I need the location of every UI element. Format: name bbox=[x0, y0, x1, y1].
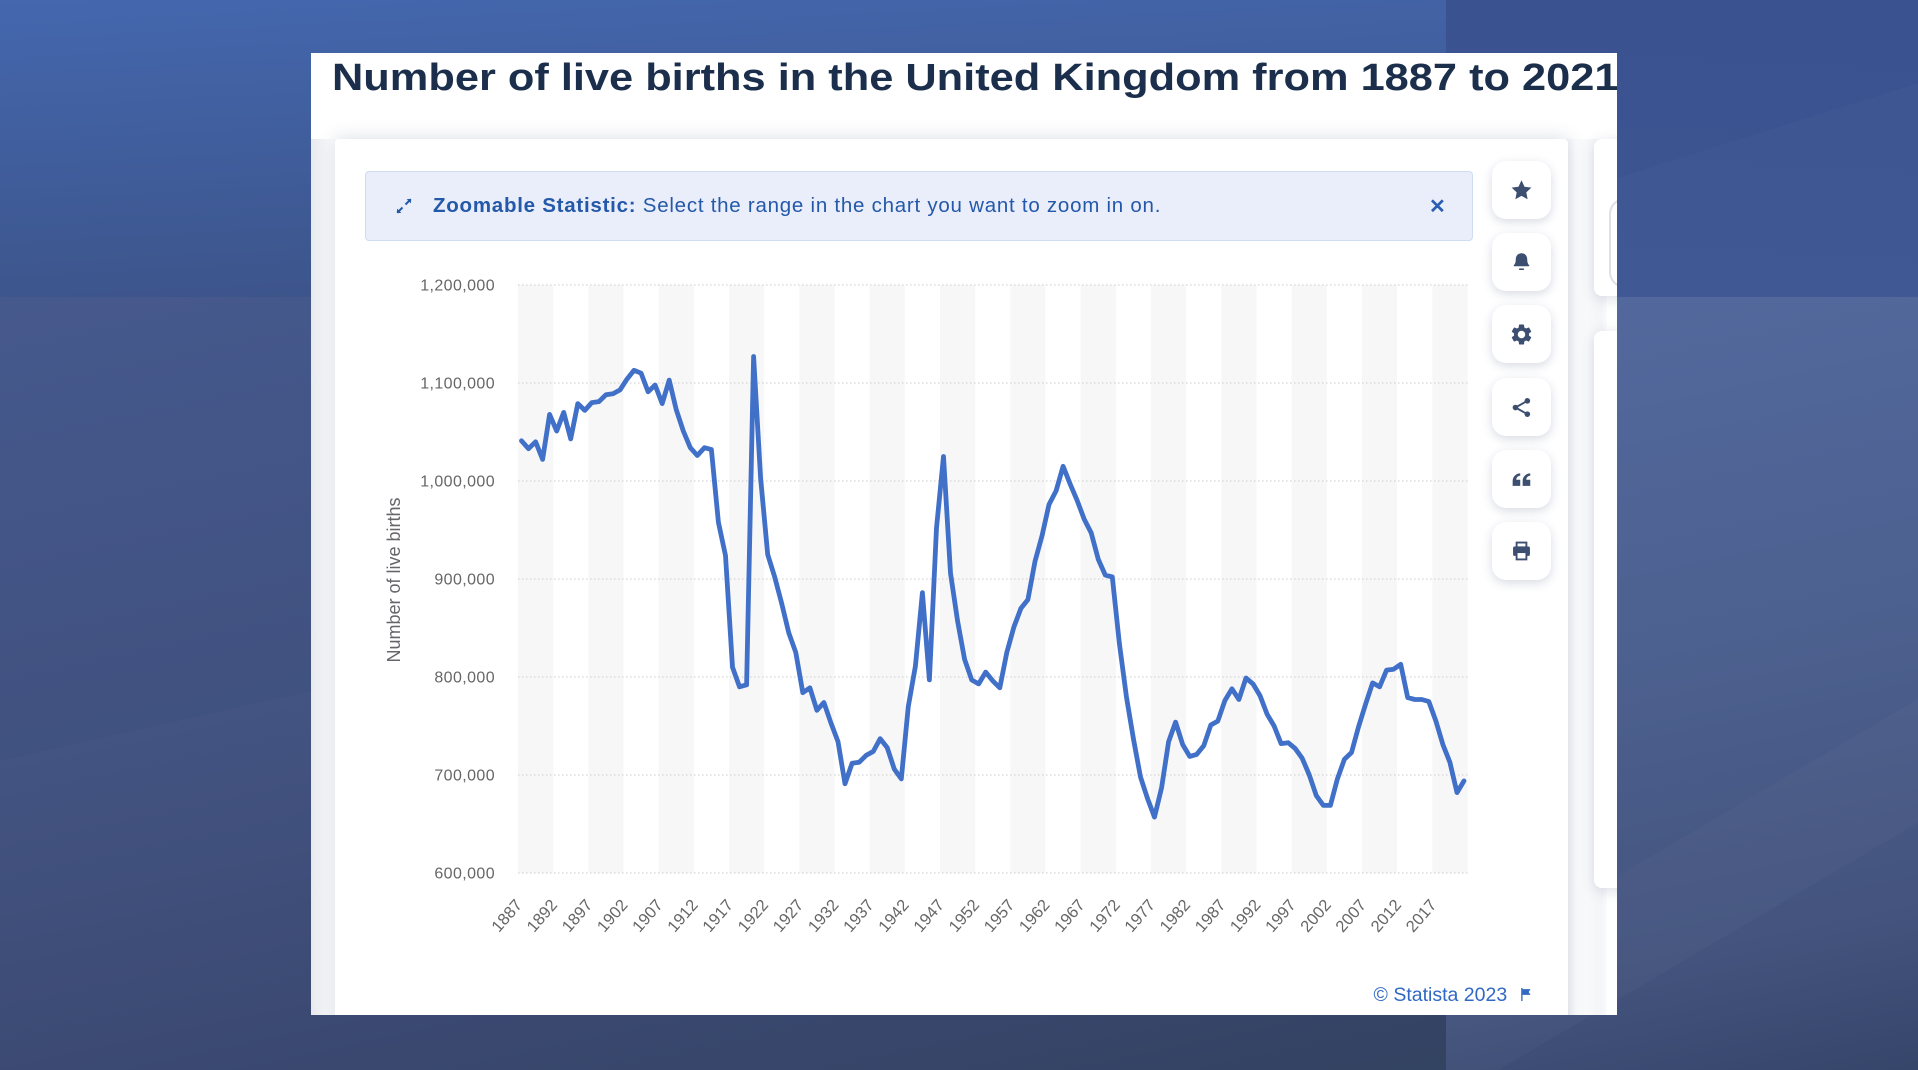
svg-text:1972: 1972 bbox=[1086, 896, 1124, 936]
svg-text:1892: 1892 bbox=[524, 896, 562, 936]
svg-text:1902: 1902 bbox=[594, 896, 632, 936]
svg-text:1922: 1922 bbox=[735, 896, 773, 936]
svg-text:Number of live births: Number of live births bbox=[384, 497, 404, 662]
svg-text:800,000: 800,000 bbox=[434, 670, 495, 687]
svg-text:700,000: 700,000 bbox=[434, 768, 495, 785]
svg-text:1977: 1977 bbox=[1121, 896, 1159, 936]
svg-text:1997: 1997 bbox=[1262, 896, 1300, 936]
svg-text:1957: 1957 bbox=[981, 896, 1019, 936]
svg-text:1,200,000: 1,200,000 bbox=[420, 278, 495, 295]
svg-text:1942: 1942 bbox=[875, 896, 913, 936]
svg-text:1947: 1947 bbox=[910, 896, 948, 936]
svg-text:1887: 1887 bbox=[488, 896, 526, 936]
svg-text:1897: 1897 bbox=[559, 896, 597, 936]
svg-text:1,100,000: 1,100,000 bbox=[420, 376, 495, 393]
svg-text:1992: 1992 bbox=[1227, 896, 1265, 936]
svg-text:2012: 2012 bbox=[1368, 896, 1406, 936]
svg-text:1967: 1967 bbox=[1051, 896, 1089, 936]
svg-text:1932: 1932 bbox=[805, 896, 843, 936]
svg-text:1987: 1987 bbox=[1192, 896, 1230, 936]
svg-text:2007: 2007 bbox=[1332, 896, 1370, 936]
svg-text:2002: 2002 bbox=[1297, 896, 1335, 936]
svg-text:1937: 1937 bbox=[840, 896, 878, 936]
svg-text:2017: 2017 bbox=[1403, 896, 1441, 936]
svg-text:1962: 1962 bbox=[1016, 896, 1054, 936]
svg-text:900,000: 900,000 bbox=[434, 572, 495, 589]
svg-text:1952: 1952 bbox=[946, 896, 984, 936]
svg-text:1,000,000: 1,000,000 bbox=[420, 474, 495, 491]
svg-text:1912: 1912 bbox=[664, 896, 702, 936]
svg-text:1982: 1982 bbox=[1157, 896, 1195, 936]
svg-text:1927: 1927 bbox=[770, 896, 808, 936]
svg-text:1907: 1907 bbox=[629, 896, 667, 936]
svg-text:1917: 1917 bbox=[699, 896, 737, 936]
svg-text:600,000: 600,000 bbox=[434, 866, 495, 883]
